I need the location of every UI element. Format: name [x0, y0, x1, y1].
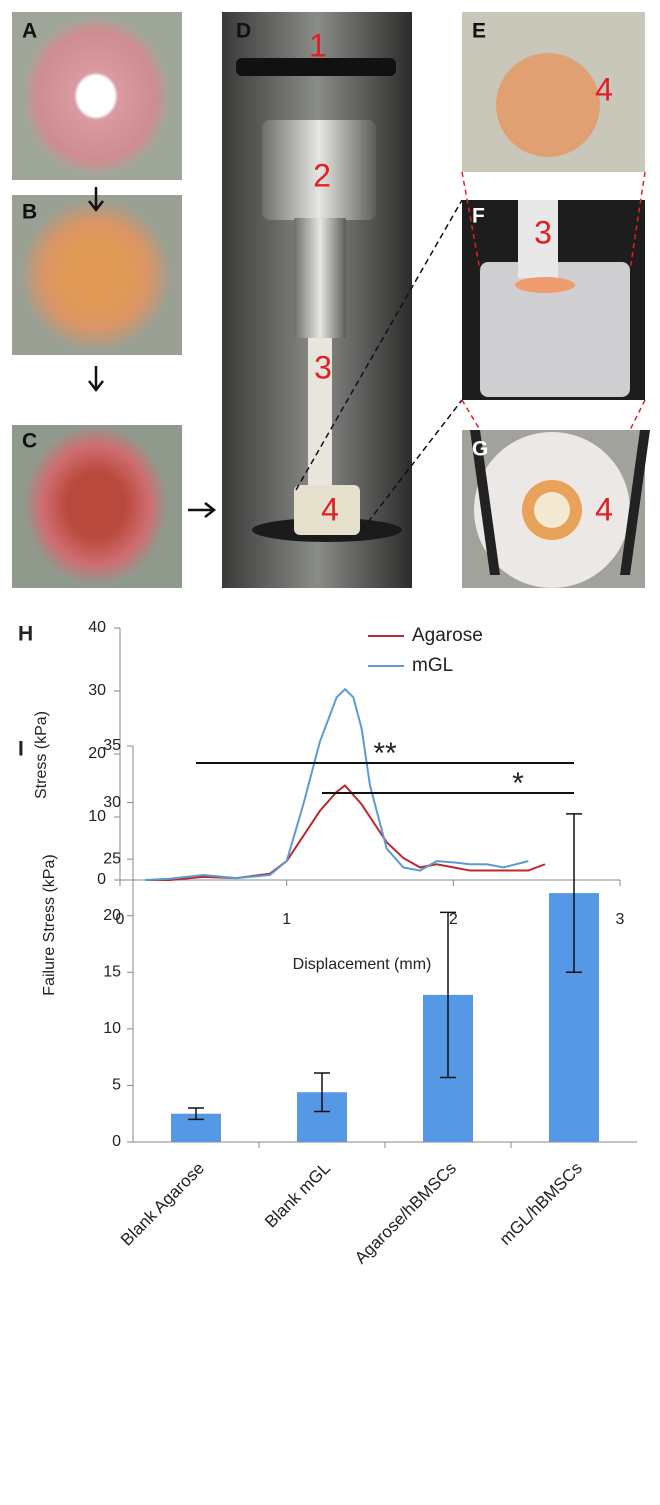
- legend-label: mGL: [412, 655, 453, 676]
- photo-labels: A B C D E F G 1 2 3 4 4 3 4: [22, 20, 613, 528]
- photo-g-tweezers: [470, 430, 650, 575]
- photo-f-sample: [515, 277, 575, 293]
- zoom-line: [361, 399, 463, 531]
- error-bar: [566, 813, 582, 974]
- error-bar: [314, 1072, 330, 1113]
- x-tick-label: Agarose/hBMSCs: [351, 1159, 460, 1268]
- panel-label: G: [472, 438, 488, 461]
- x-tick-label: Blank Agarose: [117, 1159, 208, 1250]
- photo-number: 4: [595, 71, 613, 107]
- photo-d-part: [294, 218, 346, 338]
- y-tick-label: 35: [103, 737, 121, 754]
- error-bar: [440, 911, 456, 1079]
- error-bar: [188, 1107, 204, 1121]
- y-tick-label: 20: [88, 745, 106, 762]
- zoom-lines: [295, 199, 463, 531]
- zoom-line: [629, 171, 646, 271]
- panel-label: C: [22, 430, 37, 453]
- y-tick-label: 5: [112, 1077, 121, 1094]
- y-axis-title: Failure Stress (kPa): [41, 854, 58, 995]
- photo-b-ring: [20, 199, 172, 351]
- panel-label: A: [22, 20, 37, 43]
- arrow: [88, 366, 104, 393]
- arrow: [88, 187, 104, 213]
- series-line: [145, 784, 546, 881]
- x-tick-label: mGL/hBMSCs: [496, 1159, 586, 1249]
- photo-a-ring: [22, 16, 170, 176]
- photo-number: 3: [314, 349, 332, 385]
- zoom-line: [461, 399, 481, 431]
- y-tick-label: 25: [103, 850, 121, 867]
- photo-d-part: [294, 485, 360, 535]
- photo-e-sample: [496, 53, 600, 157]
- series-line: [144, 687, 529, 881]
- significance-label: **: [373, 737, 397, 770]
- panel-label: B: [22, 201, 37, 224]
- y-tick-label: 40: [88, 619, 106, 636]
- photo-number: 3: [534, 214, 552, 250]
- photo-c-ring: [24, 425, 168, 585]
- y-tick-label: 30: [103, 794, 121, 811]
- zoom-lines-red: [461, 171, 646, 431]
- legend-label: Agarose: [412, 625, 483, 646]
- photo-f-rod: [518, 200, 558, 278]
- panel-label: H: [18, 623, 33, 646]
- y-tick-label: 0: [97, 871, 106, 888]
- photo-number: 4: [321, 491, 339, 527]
- panel-label: F: [472, 205, 485, 228]
- x-tick-label: 1: [282, 911, 291, 928]
- y-axis-title: Stress (kPa): [33, 711, 50, 799]
- significance-label: *: [512, 767, 524, 800]
- y-tick-label: 10: [88, 808, 106, 825]
- y-tick-label: 10: [103, 1020, 121, 1037]
- panel-label: E: [472, 20, 486, 43]
- zoom-line: [629, 399, 646, 431]
- panel-label: I: [18, 738, 24, 761]
- photo-d-part: [236, 58, 396, 76]
- panel-label: D: [236, 20, 251, 43]
- photo-d-part: [262, 120, 376, 220]
- x-tick-label: 0: [116, 911, 125, 928]
- arrow: [188, 502, 217, 518]
- photo-number: 1: [309, 27, 327, 63]
- y-tick-label: 30: [88, 682, 106, 699]
- y-tick-label: 20: [103, 907, 121, 924]
- x-tick-label: 3: [616, 911, 625, 928]
- photos: [12, 12, 650, 588]
- zoom-line: [295, 199, 463, 491]
- y-tick-label: 15: [103, 964, 121, 981]
- zoom-line: [461, 171, 481, 271]
- photo-number: 2: [313, 157, 331, 193]
- photo-number: 4: [595, 491, 613, 527]
- x-tick-label: 2: [449, 911, 458, 928]
- arrows: [88, 187, 217, 518]
- x-axis-title: Displacement (mm): [293, 956, 432, 973]
- x-tick-label: Blank mGL: [261, 1159, 334, 1232]
- charts: H 0 10 20 30 40 0 1 2 3 Displacement (mm) Stress (k…: [18, 619, 637, 1268]
- photo-f-holder: [480, 262, 630, 397]
- y-tick-label: 0: [112, 1133, 121, 1150]
- photo-g-core: [534, 492, 570, 528]
